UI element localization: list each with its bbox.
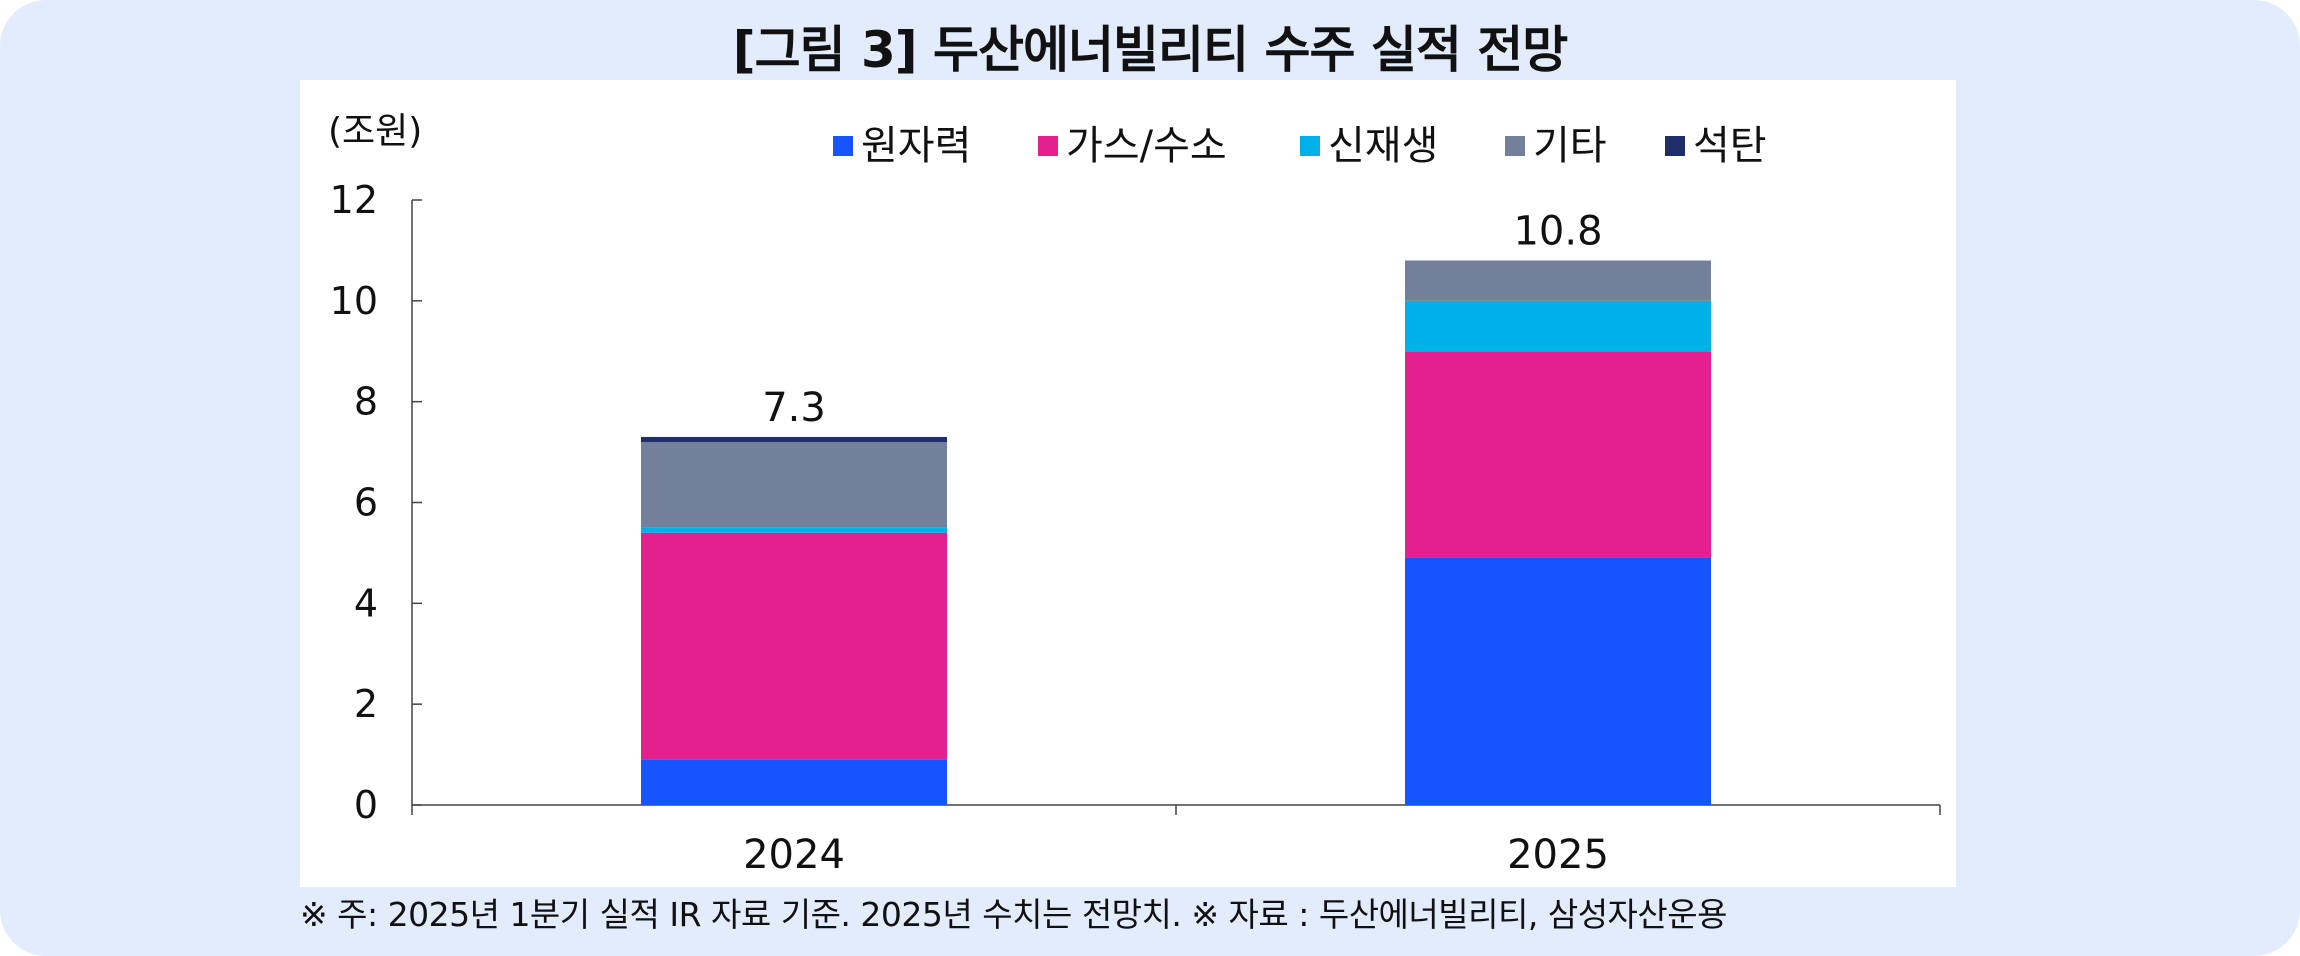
- legend-swatch: [1300, 136, 1320, 156]
- legend-label: 원자력: [861, 123, 971, 169]
- y-tick-label: 6: [354, 481, 378, 525]
- legend: 원자력 가스/수소 신재생 기타 석탄: [833, 123, 1767, 169]
- bar-segment-2025-1: [1405, 351, 1711, 558]
- y-unit-label: (조원): [328, 111, 422, 152]
- y-tick-label: 8: [354, 380, 378, 424]
- bar-segment-2024-2: [641, 527, 947, 533]
- legend-label: 석탄: [1693, 123, 1767, 169]
- bar-segment-2025-0: [1405, 557, 1711, 805]
- total-label: 7.3: [762, 385, 826, 431]
- bars: [641, 260, 1711, 805]
- y-tick-label: 12: [330, 178, 378, 222]
- legend-swatch: [833, 136, 853, 156]
- y-tick-label: 2: [354, 682, 378, 726]
- total-labels: 7.3 10.8: [762, 209, 1602, 431]
- legend-swatch: [1665, 136, 1685, 156]
- y-tick-label: 10: [330, 279, 378, 323]
- x-tick-label: 2025: [1507, 832, 1609, 878]
- bar-segment-2025-3: [1405, 260, 1711, 301]
- legend-label: 기타: [1533, 123, 1607, 169]
- x-tick-label: 2024: [743, 832, 845, 878]
- bar-segment-2024-1: [641, 532, 947, 760]
- bar-segment-2025-2: [1405, 300, 1711, 352]
- bar-segment-2024-4: [641, 436, 947, 442]
- chart-title: [그림 3] 두산에너빌리티 수주 실적 전망: [732, 21, 1569, 79]
- legend-swatch: [1505, 136, 1525, 156]
- bar-segment-2024-3: [641, 442, 947, 528]
- y-axis: 0 2 4 6 8 10 12: [330, 178, 422, 827]
- legend-label: 가스/수소: [1066, 123, 1227, 169]
- bar-segment-2024-0: [641, 759, 947, 805]
- total-label: 10.8: [1513, 209, 1602, 255]
- footnote: ※ 주: 2025년 1분기 실적 IR 자료 기준. 2025년 수치는 전망…: [300, 895, 1728, 934]
- y-tick-label: 4: [354, 581, 378, 625]
- legend-swatch: [1038, 136, 1058, 156]
- y-tick-label: 0: [354, 783, 378, 827]
- legend-label: 신재생: [1328, 123, 1438, 169]
